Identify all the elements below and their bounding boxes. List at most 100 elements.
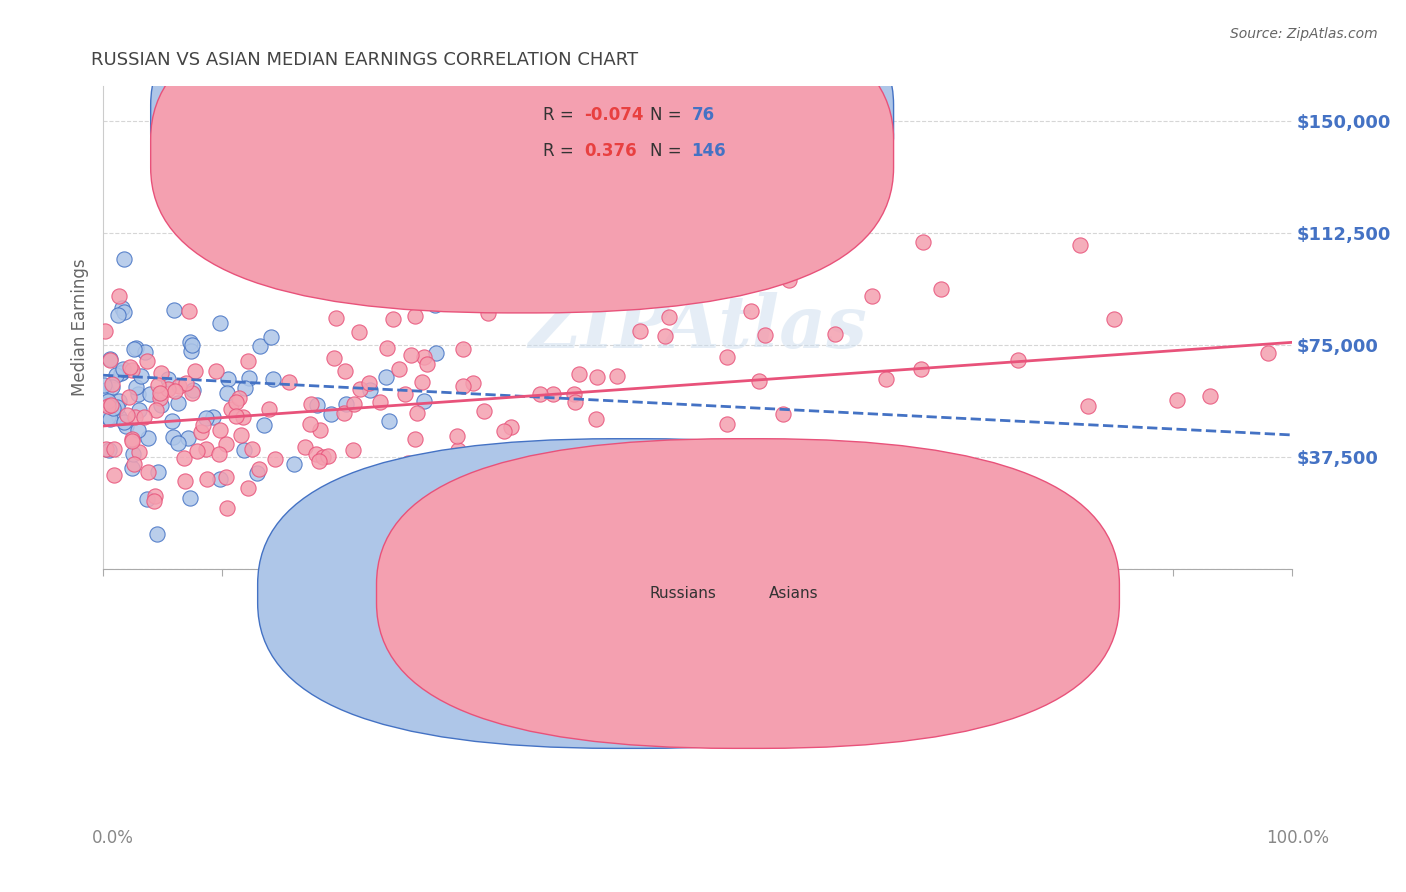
Point <box>562 387 585 401</box>
Point <box>318 449 340 463</box>
Point <box>136 354 159 368</box>
Point <box>150 367 173 381</box>
Point <box>357 376 380 391</box>
Point <box>860 289 883 303</box>
Point <box>309 423 332 437</box>
Point <box>217 501 239 516</box>
Point <box>181 338 204 352</box>
Y-axis label: Median Earnings: Median Earnings <box>72 259 89 396</box>
Point <box>174 475 197 489</box>
Point <box>333 364 356 378</box>
Point <box>299 397 322 411</box>
Point <box>257 401 280 416</box>
Point <box>236 481 259 495</box>
Point <box>112 252 135 266</box>
Point <box>100 351 122 366</box>
Point <box>229 428 252 442</box>
Point <box>190 425 212 439</box>
Text: RUSSIAN VS ASIAN MEDIAN EARNINGS CORRELATION CHART: RUSSIAN VS ASIAN MEDIAN EARNINGS CORRELA… <box>91 51 638 69</box>
Point <box>160 414 183 428</box>
Point <box>97 442 120 457</box>
Point <box>181 383 204 397</box>
Point <box>568 367 591 381</box>
Point <box>446 448 468 462</box>
Point <box>127 423 149 437</box>
Point <box>931 282 953 296</box>
Point <box>100 398 122 412</box>
Text: -0.074: -0.074 <box>585 105 644 124</box>
Point <box>754 327 776 342</box>
Point <box>195 442 218 456</box>
Point <box>451 343 474 357</box>
Point <box>323 351 346 365</box>
Point <box>149 391 172 405</box>
Point <box>494 425 516 439</box>
Point <box>1077 399 1099 413</box>
Point <box>114 419 136 434</box>
Point <box>264 452 287 467</box>
Point <box>912 235 935 249</box>
Point <box>416 357 439 371</box>
Point <box>156 382 179 396</box>
Point <box>321 407 343 421</box>
Point <box>167 395 190 409</box>
Text: R =: R = <box>543 142 579 160</box>
Point <box>228 391 250 405</box>
Point <box>1007 353 1029 368</box>
Point <box>768 446 790 460</box>
Point <box>134 344 156 359</box>
Point <box>654 328 676 343</box>
Point <box>145 403 167 417</box>
Point <box>97 399 120 413</box>
Point <box>716 351 738 365</box>
Point <box>405 406 427 420</box>
Text: Asians: Asians <box>769 586 818 601</box>
Point <box>818 452 841 467</box>
Point <box>108 409 131 424</box>
Point <box>404 432 426 446</box>
Point <box>94 442 117 456</box>
Point <box>378 414 401 428</box>
Point <box>96 393 118 408</box>
Point <box>167 378 190 392</box>
Point <box>142 494 165 508</box>
Point <box>162 430 184 444</box>
Point <box>111 365 134 379</box>
Point <box>359 383 381 397</box>
Point <box>217 371 239 385</box>
Point <box>824 326 846 341</box>
Point <box>186 443 208 458</box>
Point <box>193 418 215 433</box>
Point <box>94 387 117 401</box>
Point <box>177 431 200 445</box>
Point <box>219 402 242 417</box>
Point <box>215 470 238 484</box>
Point <box>179 491 201 505</box>
Point <box>148 465 170 479</box>
Point <box>368 395 391 409</box>
Point <box>308 454 330 468</box>
Text: N =: N = <box>650 142 686 160</box>
Point <box>101 401 124 416</box>
Point <box>136 465 159 479</box>
Point <box>125 341 148 355</box>
Point <box>692 463 714 477</box>
Text: Source: ZipAtlas.com: Source: ZipAtlas.com <box>1230 27 1378 41</box>
Point <box>1102 312 1125 326</box>
Point <box>150 398 173 412</box>
Point <box>149 385 172 400</box>
Point <box>343 397 366 411</box>
Point <box>238 354 260 368</box>
Point <box>111 362 134 376</box>
Text: ZIPAtlas: ZIPAtlas <box>529 292 868 363</box>
Point <box>121 363 143 377</box>
Point <box>335 397 357 411</box>
Point <box>118 390 141 404</box>
Text: R =: R = <box>543 105 579 124</box>
Text: 76: 76 <box>692 105 714 124</box>
Point <box>401 348 423 362</box>
FancyBboxPatch shape <box>257 439 1001 748</box>
Point <box>217 385 239 400</box>
Point <box>585 370 607 384</box>
Point <box>772 407 794 421</box>
